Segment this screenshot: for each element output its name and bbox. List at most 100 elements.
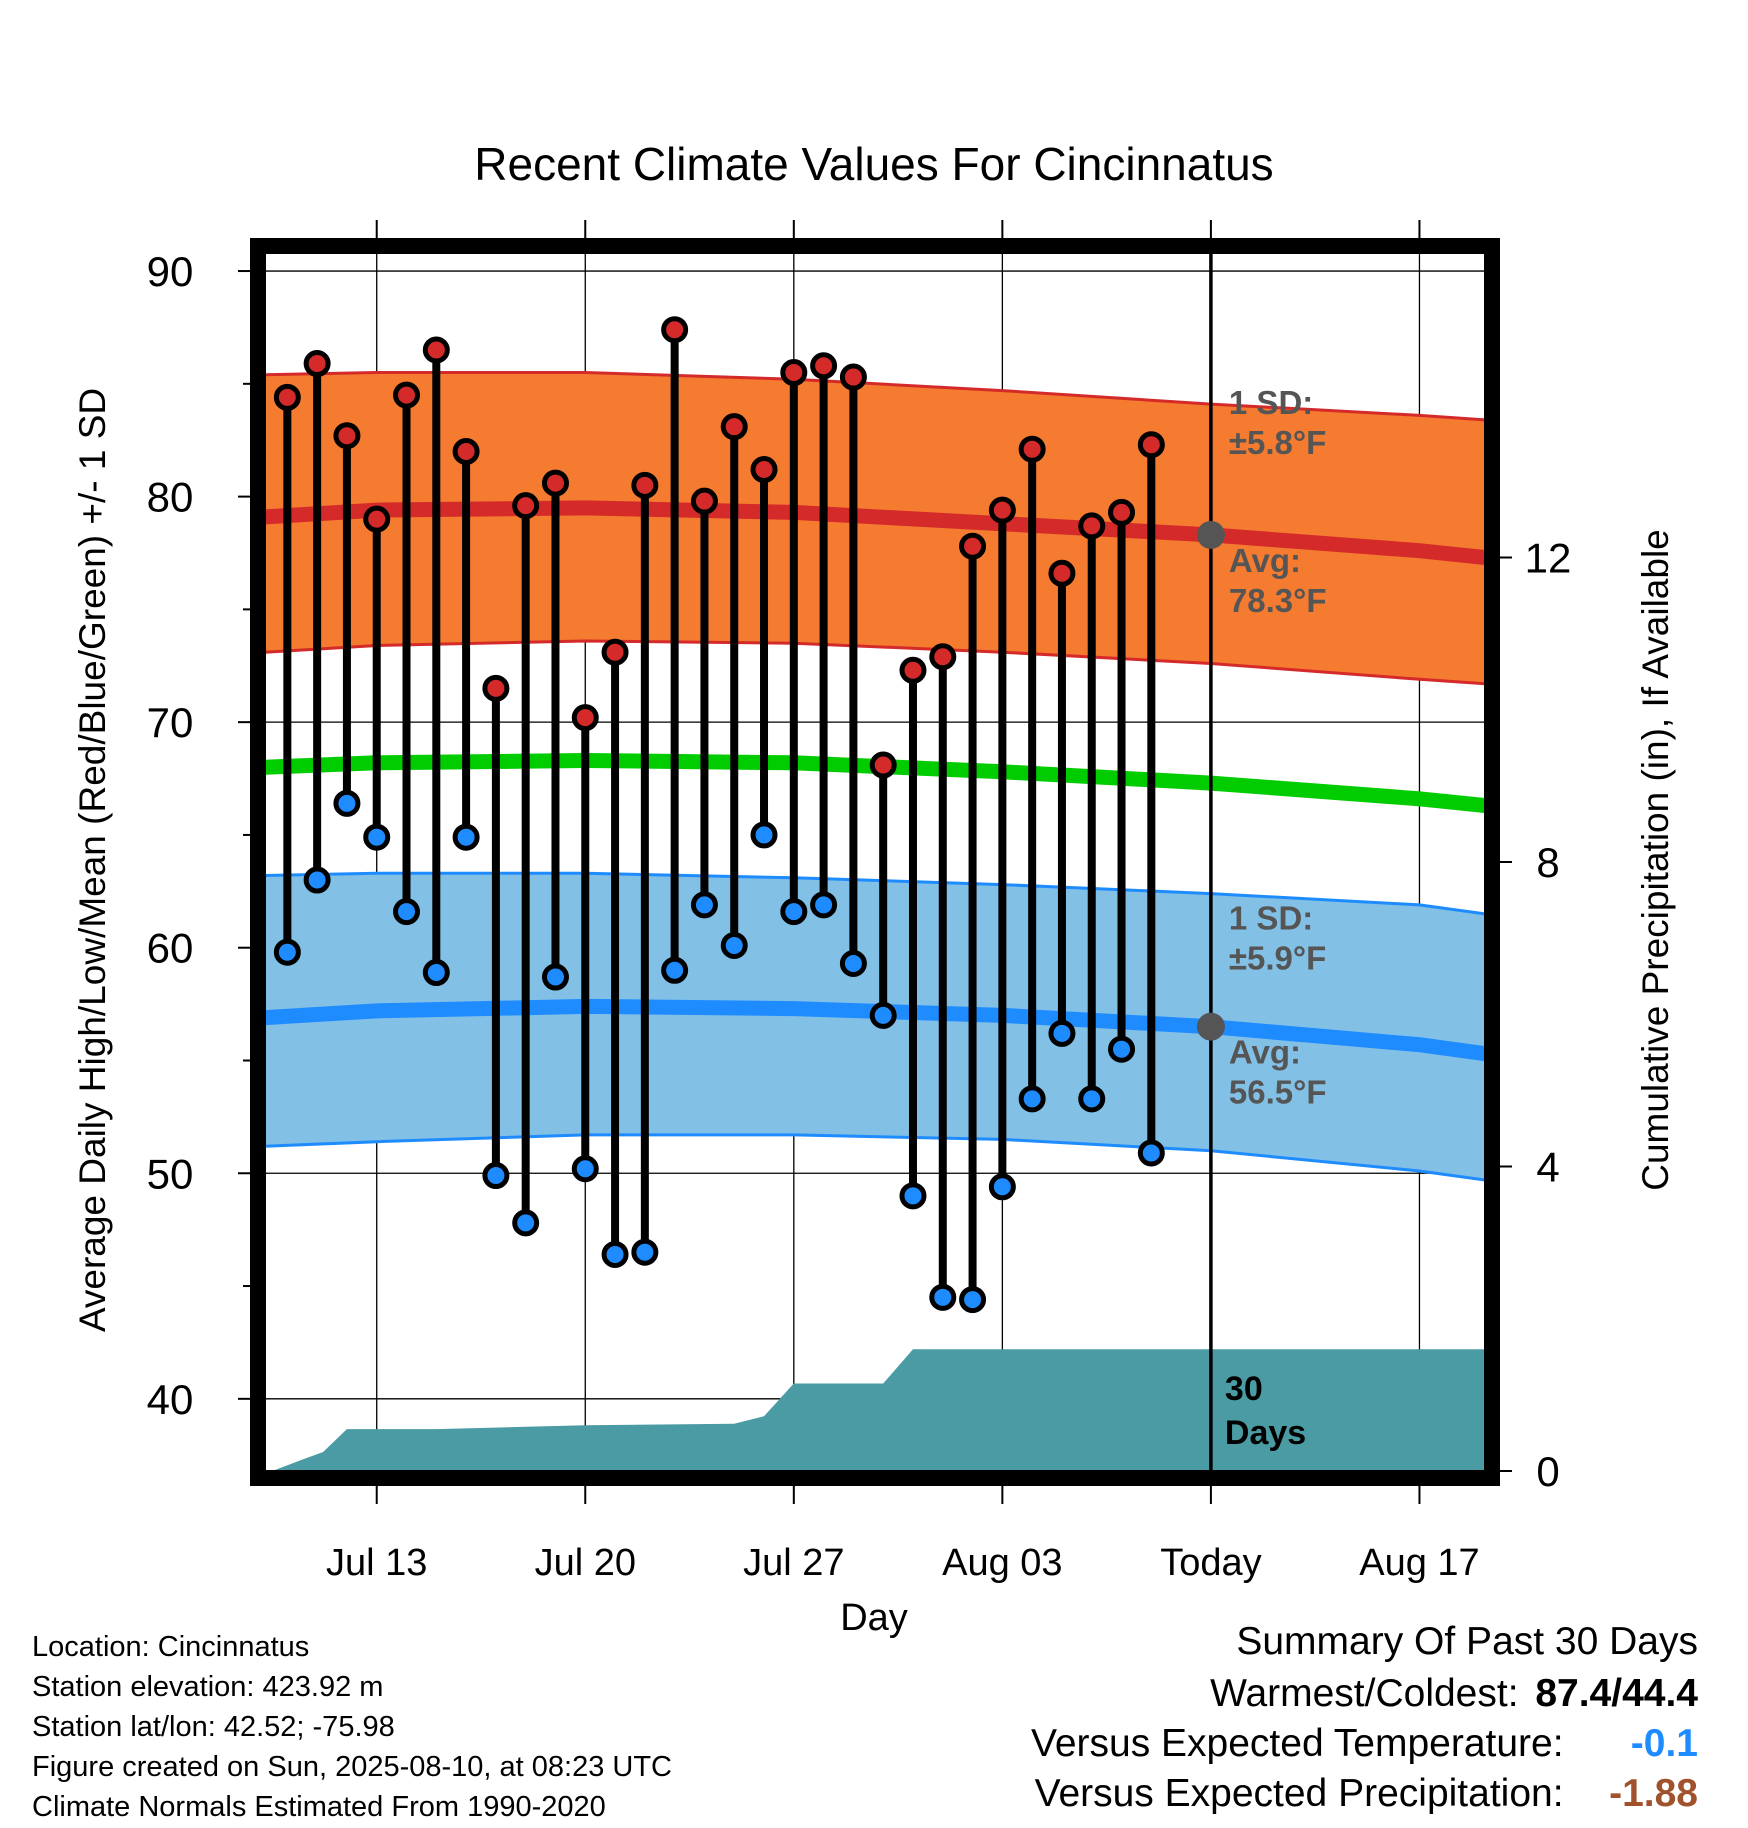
daily-low-point: [452, 823, 480, 851]
low-sd-band: [265, 873, 1485, 1180]
precip-label: Versus Expected Precipitation:: [1034, 1772, 1564, 1815]
y2-tick-label: 0: [1536, 1448, 1559, 1495]
daily-low-point: [1018, 1085, 1046, 1113]
daily-high-point: [1018, 435, 1046, 463]
daily-low-point: [601, 1240, 629, 1268]
daily-low-point: [839, 950, 867, 977]
daily-low-point: [1108, 1035, 1136, 1063]
today-low-avg-marker: [1196, 1012, 1225, 1041]
y-tick-label: 60: [147, 925, 194, 972]
daily-low-point: [1078, 1085, 1106, 1113]
location-text: Location: Cincinnatus: [32, 1631, 310, 1663]
daily-high-point: [452, 437, 480, 465]
daily-low-point: [780, 898, 808, 926]
chart-title: Recent Climate Values For Cincinnatus: [474, 138, 1273, 190]
temp-value: -0.1: [1630, 1722, 1698, 1765]
x-tick-label: Today: [1160, 1542, 1261, 1584]
high-sd-label: 1 SD:: [1229, 384, 1313, 421]
normals-text: Climate Normals Estimated From 1990-2020: [32, 1791, 606, 1823]
daily-high-point: [422, 336, 450, 364]
daily-high-point: [363, 505, 391, 533]
summary-warm-cold: Warmest/Coldest: 87.4/44.4: [1031, 1672, 1698, 1722]
high-upper-edge: [265, 371, 1485, 422]
daily-low-point: [899, 1182, 927, 1210]
high-avg-value: 78.3°F: [1229, 582, 1327, 619]
daily-high-point: [720, 413, 748, 441]
daily-low-point: [869, 1001, 897, 1029]
daily-high-point: [541, 469, 569, 497]
daily-low-point: [333, 789, 361, 817]
high-avg-label: Avg:: [1229, 542, 1301, 579]
y2-tick-label: 12: [1525, 535, 1572, 582]
y2-axis-label: Cumulative Precipitation (in), If Availa…: [1635, 529, 1676, 1191]
x-tick-label: Jul 27: [743, 1542, 844, 1584]
summary-panel: Summary Of Past 30 Days Warmest/Coldest:…: [1031, 1620, 1698, 1822]
daily-high-point: [1078, 512, 1106, 540]
normal-low-line: [265, 998, 1485, 1062]
x-tick-label: Jul 20: [535, 1542, 636, 1584]
low-lower-edge: [265, 1133, 1485, 1182]
daily-low-point: [1048, 1019, 1076, 1047]
high-sd-value: ±5.8°F: [1229, 424, 1326, 461]
x-axis-label: Day: [840, 1597, 908, 1639]
latlon-text: Station lat/lon: 42.52; -75.98: [32, 1711, 395, 1743]
daily-high-point: [601, 638, 629, 666]
days-word-label: Days: [1225, 1414, 1306, 1452]
precip-value: -1.88: [1609, 1772, 1698, 1815]
precip-area: [272, 1349, 1485, 1471]
daily-high-point: [1048, 559, 1076, 587]
daily-low-point: [750, 821, 778, 849]
normal-mean-line: [265, 752, 1485, 814]
daily-low-point: [512, 1209, 540, 1237]
daily-high-point: [899, 656, 927, 684]
daily-low-point: [273, 938, 301, 966]
low-upper-edge: [265, 871, 1485, 916]
daily-low-point: [393, 898, 421, 926]
warm-cold-label: Warmest/Coldest:: [1210, 1672, 1519, 1715]
daily-low-point: [959, 1286, 987, 1314]
daily-high-point: [482, 674, 510, 702]
daily-low-point: [303, 866, 331, 894]
daily-high-point: [631, 471, 659, 499]
daily-low-point: [690, 891, 718, 919]
temp-label: Versus Expected Temperature:: [1030, 1722, 1564, 1765]
station-info: Location: Cincinnatus Station elevation:…: [32, 1627, 672, 1827]
daily-high-point: [1137, 431, 1165, 459]
y-tick-label: 80: [147, 474, 194, 521]
daily-low-point: [929, 1283, 957, 1311]
daily-high-point: [512, 492, 540, 520]
low-avg-value: 56.5°F: [1229, 1074, 1327, 1111]
daily-high-point: [393, 381, 421, 409]
y-tick-label: 90: [147, 248, 194, 295]
daily-low-point: [661, 956, 689, 984]
y-tick-label: 70: [147, 699, 194, 746]
daily-low-point: [363, 823, 391, 851]
daily-low-point: [810, 891, 838, 919]
daily-high-point: [661, 316, 689, 344]
y2-tick-label: 4: [1536, 1144, 1559, 1191]
daily-low-point: [1137, 1139, 1165, 1167]
y-axis-label: Average Daily High/Low/Mean (Red/Blue/Gr…: [72, 388, 113, 1332]
normal-high-line: [265, 500, 1485, 565]
created-text: Figure created on Sun, 2025-08-10, at 08…: [32, 1751, 672, 1783]
daily-high-point: [571, 704, 599, 732]
daily-low-point: [720, 931, 748, 959]
daily-high-point: [1170, 0, 1192, 11]
daily-high-point: [303, 350, 331, 378]
summary-temp: Versus Expected Temperature: -0.1: [1031, 1722, 1698, 1772]
days-count-label: 30: [1225, 1370, 1263, 1408]
daily-high-point: [929, 643, 957, 671]
daily-low-point: [1170, 0, 1192, 11]
high-sd-band: [265, 372, 1485, 684]
daily-low-point: [631, 1238, 659, 1266]
daily-high-point: [869, 751, 897, 779]
daily-high-point: [690, 487, 718, 515]
daily-low-point: [988, 1173, 1016, 1201]
daily-high-point: [810, 352, 838, 380]
high-lower-edge: [265, 639, 1485, 686]
daily-high-point: [333, 422, 361, 450]
low-avg-label: Avg:: [1229, 1034, 1301, 1071]
daily-low-point: [482, 1162, 510, 1190]
daily-high-point: [959, 532, 987, 560]
